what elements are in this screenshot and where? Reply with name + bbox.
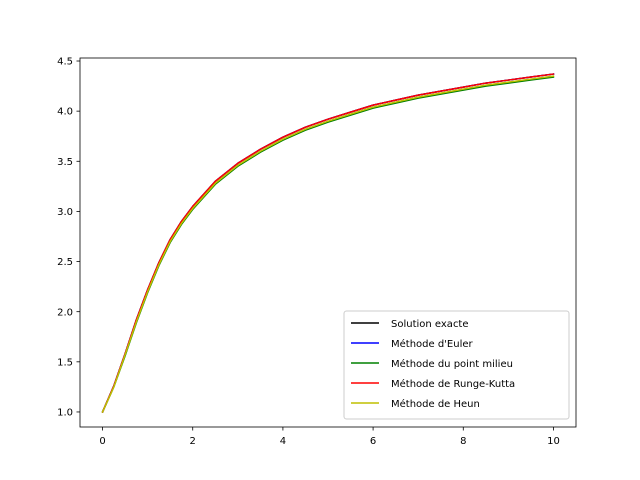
y-tick-label: 3.0	[57, 207, 73, 218]
y-tick-label: 3.5	[57, 157, 73, 168]
x-tick-label: 6	[370, 436, 376, 447]
legend-label: Solution exacte	[391, 319, 469, 330]
series-layer	[101, 73, 555, 413]
axes-frame	[79, 57, 577, 428]
y-tick-label: 4.5	[57, 57, 73, 68]
y-tick-label: 2.0	[57, 307, 73, 318]
y-tick-label: 1.5	[57, 357, 73, 368]
x-axis: 0 2 4 6 8 10	[99, 427, 560, 447]
x-tick-label: 4	[280, 436, 286, 447]
legend: Solution exacte Méthode d'Euler Méthode du…	[343, 310, 570, 420]
series-line-3	[101, 73, 555, 413]
x-tick-label: 10	[547, 436, 560, 447]
y-tick-label: 2.5	[57, 257, 73, 268]
x-tick-label: 8	[460, 436, 466, 447]
series-line-4	[101, 75, 555, 413]
legend-label: Méthode du point milieu	[391, 358, 513, 370]
x-tick-label: 2	[190, 436, 196, 447]
x-tick-label: 0	[99, 436, 105, 447]
y-axis: 1.0 1.5 2.0 2.5 3.0 3.5 4.0 4.5	[57, 57, 80, 419]
legend-label: Méthode de Runge-Kutta	[391, 378, 515, 390]
legend-label: Méthode de Heun	[391, 398, 480, 410]
legend-box	[343, 310, 570, 420]
y-tick-label: 1.0	[57, 408, 73, 419]
y-tick-label: 4.0	[57, 107, 73, 118]
legend-label: Méthode d'Euler	[391, 338, 474, 350]
